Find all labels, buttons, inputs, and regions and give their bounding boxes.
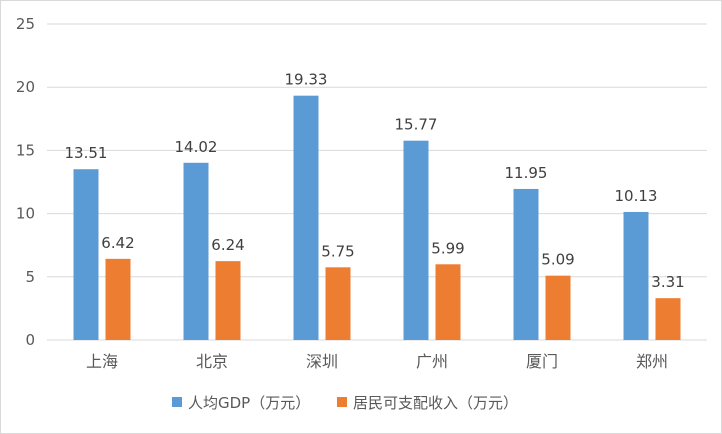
data-label-income: 5.09 bbox=[541, 251, 574, 269]
y-tick-label: 25 bbox=[16, 15, 35, 33]
legend-swatch-gdp bbox=[172, 397, 182, 407]
y-tick-label: 0 bbox=[25, 331, 35, 349]
data-labels: 13.51 6.42 14.02 6.24 19.33 5.75 15.77 5.99 11.9… bbox=[65, 71, 685, 291]
bar-gdp bbox=[183, 162, 209, 340]
data-label-income: 5.75 bbox=[321, 242, 354, 260]
data-label-gdp: 11.95 bbox=[505, 164, 548, 182]
x-category-label: 深圳 bbox=[306, 352, 338, 371]
x-category-label: 广州 bbox=[416, 352, 448, 371]
legend-label-income: 居民可支配收入（万元） bbox=[353, 394, 518, 412]
y-axis-ticks: 0 5 10 15 20 25 bbox=[16, 15, 35, 349]
y-tick-label: 5 bbox=[25, 268, 35, 286]
legend: 人均GDP（万元） 居民可支配收入（万元） bbox=[172, 394, 518, 412]
legend-label-gdp: 人均GDP（万元） bbox=[188, 394, 310, 412]
gridlines bbox=[47, 23, 707, 341]
bars bbox=[73, 95, 681, 341]
data-label-gdp: 10.13 bbox=[615, 187, 658, 205]
y-tick-label: 20 bbox=[16, 78, 35, 96]
bar-income bbox=[215, 261, 241, 340]
x-axis-categories: 上海 北京 深圳 广州 厦门 郑州 bbox=[86, 352, 668, 371]
data-label-gdp: 13.51 bbox=[65, 144, 108, 162]
data-label-gdp: 14.02 bbox=[175, 138, 218, 156]
legend-swatch-income bbox=[337, 397, 347, 407]
x-category-label: 郑州 bbox=[636, 352, 668, 371]
bar-gdp bbox=[293, 95, 319, 341]
data-label-income: 6.24 bbox=[211, 236, 244, 254]
data-label-income: 6.42 bbox=[101, 234, 134, 252]
y-tick-label: 10 bbox=[16, 205, 35, 223]
bar-income bbox=[545, 275, 571, 340]
bar-income bbox=[105, 258, 131, 340]
bar-gdp bbox=[513, 188, 539, 340]
bar-gdp bbox=[403, 140, 429, 340]
bar-income bbox=[435, 264, 461, 340]
x-category-label: 厦门 bbox=[526, 352, 558, 371]
data-label-income: 3.31 bbox=[651, 273, 684, 291]
data-label-gdp: 19.33 bbox=[285, 71, 328, 89]
data-label-gdp: 15.77 bbox=[395, 116, 438, 134]
bar-income bbox=[325, 267, 351, 340]
bar-gdp bbox=[73, 169, 99, 340]
y-tick-label: 15 bbox=[16, 141, 35, 159]
bar-gdp bbox=[623, 211, 649, 340]
data-label-income: 5.99 bbox=[431, 239, 464, 257]
x-category-label: 上海 bbox=[86, 352, 118, 371]
bar-income bbox=[655, 298, 681, 340]
x-category-label: 北京 bbox=[196, 352, 228, 371]
